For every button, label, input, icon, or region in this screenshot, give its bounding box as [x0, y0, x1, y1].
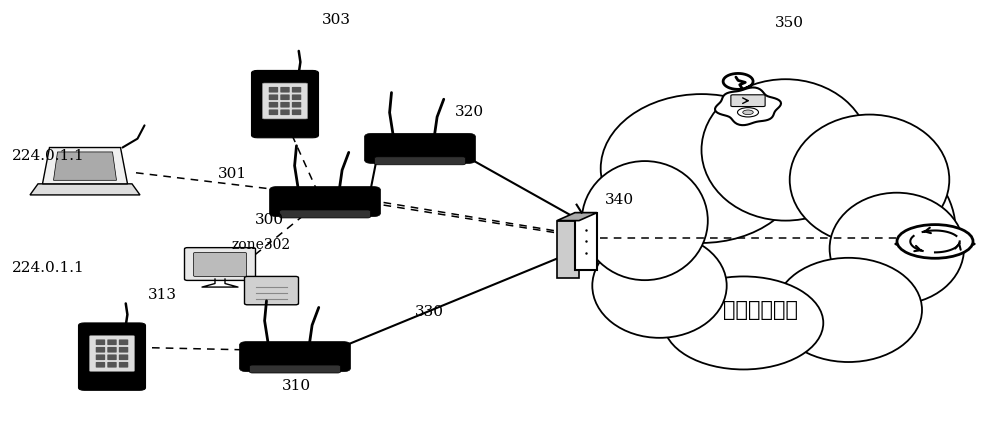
FancyBboxPatch shape — [731, 95, 765, 107]
Ellipse shape — [775, 258, 922, 362]
Ellipse shape — [592, 233, 727, 338]
FancyBboxPatch shape — [107, 354, 117, 360]
FancyBboxPatch shape — [96, 347, 105, 353]
FancyBboxPatch shape — [364, 133, 476, 163]
Circle shape — [743, 110, 753, 115]
Ellipse shape — [830, 193, 964, 304]
FancyBboxPatch shape — [269, 94, 278, 100]
Text: 224.0.1.1: 224.0.1.1 — [12, 261, 85, 275]
FancyBboxPatch shape — [292, 94, 301, 100]
Polygon shape — [557, 221, 579, 278]
FancyBboxPatch shape — [280, 109, 290, 115]
FancyBboxPatch shape — [96, 339, 105, 345]
FancyBboxPatch shape — [250, 365, 340, 373]
FancyBboxPatch shape — [374, 157, 466, 165]
Text: 313: 313 — [148, 288, 177, 302]
Text: 330: 330 — [415, 305, 444, 319]
FancyBboxPatch shape — [244, 276, 298, 305]
FancyBboxPatch shape — [280, 102, 290, 108]
FancyBboxPatch shape — [184, 248, 256, 280]
FancyBboxPatch shape — [269, 102, 278, 108]
Polygon shape — [575, 213, 597, 270]
Ellipse shape — [582, 161, 708, 280]
FancyBboxPatch shape — [270, 187, 380, 217]
Circle shape — [897, 225, 973, 258]
FancyBboxPatch shape — [262, 83, 308, 119]
FancyBboxPatch shape — [269, 87, 278, 93]
Text: 接入网络系统: 接入网络系统 — [722, 300, 798, 320]
FancyBboxPatch shape — [96, 362, 105, 368]
Polygon shape — [42, 148, 128, 184]
FancyBboxPatch shape — [251, 70, 318, 138]
FancyBboxPatch shape — [107, 362, 117, 368]
Text: 350: 350 — [775, 16, 804, 30]
Text: 300: 300 — [255, 213, 284, 227]
Ellipse shape — [702, 79, 870, 221]
Text: 340: 340 — [605, 193, 634, 207]
Text: 303: 303 — [322, 13, 351, 27]
Ellipse shape — [895, 240, 975, 248]
Text: 310: 310 — [282, 379, 311, 393]
FancyBboxPatch shape — [78, 323, 146, 390]
FancyBboxPatch shape — [119, 339, 128, 345]
Polygon shape — [557, 213, 597, 221]
FancyBboxPatch shape — [292, 102, 301, 108]
FancyBboxPatch shape — [280, 94, 290, 100]
FancyBboxPatch shape — [280, 87, 290, 93]
FancyBboxPatch shape — [194, 253, 246, 276]
FancyBboxPatch shape — [240, 342, 351, 372]
Ellipse shape — [790, 115, 949, 245]
FancyBboxPatch shape — [292, 87, 301, 93]
Ellipse shape — [586, 115, 956, 345]
Ellipse shape — [601, 94, 802, 243]
Polygon shape — [54, 152, 116, 180]
FancyBboxPatch shape — [89, 336, 135, 371]
FancyBboxPatch shape — [119, 362, 128, 368]
FancyBboxPatch shape — [119, 347, 128, 353]
Circle shape — [738, 108, 759, 117]
Text: zone302: zone302 — [232, 237, 291, 252]
FancyBboxPatch shape — [107, 339, 117, 345]
FancyBboxPatch shape — [280, 210, 371, 218]
Text: 320: 320 — [455, 105, 484, 119]
Text: 224.0.1.1: 224.0.1.1 — [12, 149, 85, 163]
FancyBboxPatch shape — [96, 354, 105, 360]
Polygon shape — [715, 87, 781, 125]
FancyBboxPatch shape — [269, 109, 278, 115]
FancyBboxPatch shape — [292, 109, 301, 115]
Ellipse shape — [664, 276, 823, 369]
Polygon shape — [30, 184, 140, 195]
FancyBboxPatch shape — [107, 347, 117, 353]
Text: 301: 301 — [218, 167, 247, 181]
FancyBboxPatch shape — [119, 354, 128, 360]
